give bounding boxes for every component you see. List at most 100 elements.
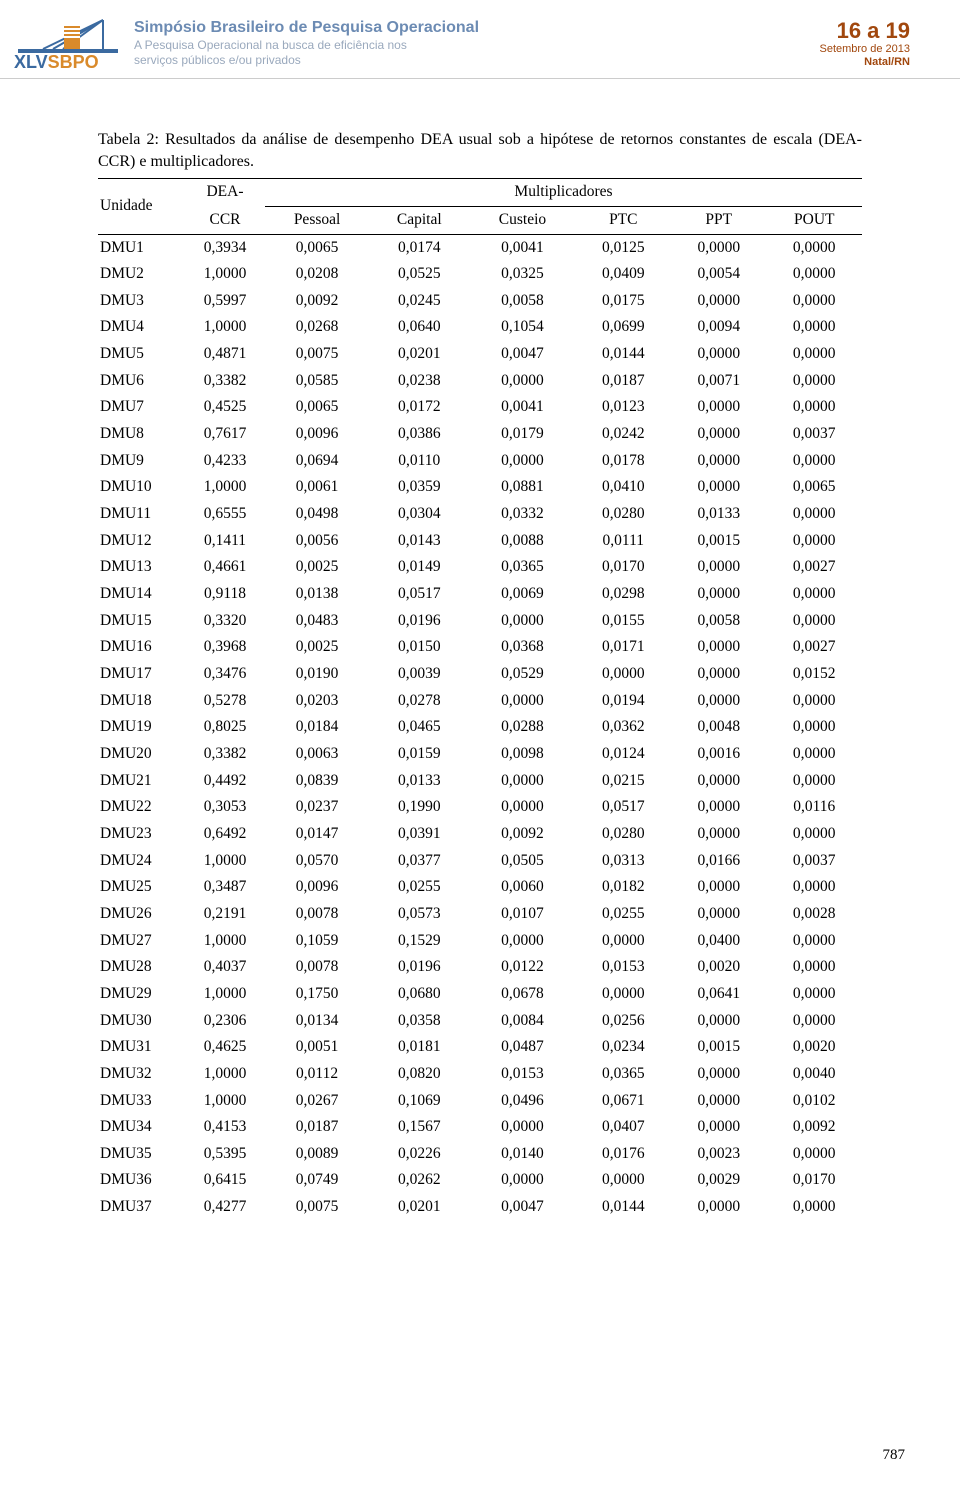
cell-mult: 0,0187 [576, 368, 671, 395]
cell-mult: 0,0358 [369, 1008, 469, 1035]
table-row: DMU321,00000,01120,08200,01530,03650,000… [98, 1061, 862, 1088]
cell-mult: 0,0152 [766, 661, 862, 688]
cell-dea: 0,4277 [185, 1194, 265, 1221]
cell-dea: 1,0000 [185, 314, 265, 341]
cell-mult: 0,0000 [766, 234, 862, 261]
cell-mult: 0,0016 [671, 741, 766, 768]
cell-mult: 0,0000 [576, 1167, 671, 1194]
cell-mult: 0,0000 [469, 794, 575, 821]
table-row: DMU230,64920,01470,03910,00920,02800,000… [98, 821, 862, 848]
cell-mult: 0,0133 [671, 501, 766, 528]
cell-mult: 0,0098 [469, 741, 575, 768]
cell-mult: 0,0000 [671, 581, 766, 608]
cell-dea: 0,6415 [185, 1167, 265, 1194]
cell-mult: 0,0000 [766, 714, 862, 741]
cell-mult: 0,0174 [369, 234, 469, 261]
cell-unit: DMU6 [98, 368, 185, 395]
cell-mult: 0,0065 [265, 234, 369, 261]
cell-mult: 0,1750 [265, 981, 369, 1008]
cell-mult: 0,0150 [369, 634, 469, 661]
col-header-unit: Unidade [98, 179, 185, 234]
conference-subtitle-1: A Pesquisa Operacional na busca de efici… [134, 38, 819, 53]
table-row: DMU190,80250,01840,04650,02880,03620,004… [98, 714, 862, 741]
cell-unit: DMU5 [98, 341, 185, 368]
cell-mult: 0,1054 [469, 314, 575, 341]
cell-mult: 0,0000 [671, 901, 766, 928]
cell-unit: DMU4 [98, 314, 185, 341]
conference-month: Setembro de 2013 [819, 43, 910, 56]
cell-dea: 0,3382 [185, 741, 265, 768]
cell-dea: 1,0000 [185, 474, 265, 501]
cell-mult: 0,0000 [671, 1194, 766, 1221]
cell-mult: 0,0187 [265, 1114, 369, 1141]
cell-mult: 0,0051 [265, 1034, 369, 1061]
cell-mult: 0,0084 [469, 1008, 575, 1035]
cell-unit: DMU36 [98, 1167, 185, 1194]
cell-unit: DMU16 [98, 634, 185, 661]
cell-mult: 0,0465 [369, 714, 469, 741]
cell-mult: 0,0749 [265, 1167, 369, 1194]
cell-dea: 1,0000 [185, 981, 265, 1008]
table-row: DMU140,91180,01380,05170,00690,02980,000… [98, 581, 862, 608]
cell-mult: 0,1990 [369, 794, 469, 821]
col-header-custeio: Custeio [469, 206, 575, 234]
table-row: DMU170,34760,01900,00390,05290,00000,000… [98, 661, 862, 688]
cell-mult: 0,0000 [766, 341, 862, 368]
table-caption: Tabela 2: Resultados da análise de desem… [98, 129, 862, 172]
cell-mult: 0,0096 [265, 874, 369, 901]
cell-mult: 0,0092 [469, 821, 575, 848]
cell-mult: 0,0063 [265, 741, 369, 768]
table-row: DMU340,41530,01870,15670,00000,04070,000… [98, 1114, 862, 1141]
cell-mult: 0,0365 [469, 554, 575, 581]
conference-date-block: 16 a 19 Setembro de 2013 Natal/RN [819, 18, 910, 69]
cell-unit: DMU37 [98, 1194, 185, 1221]
col-header-pout: POUT [766, 206, 862, 234]
table-row: DMU110,65550,04980,03040,03320,02800,013… [98, 501, 862, 528]
cell-mult: 0,0000 [469, 368, 575, 395]
table-row: DMU280,40370,00780,01960,01220,01530,002… [98, 954, 862, 981]
cell-mult: 0,1529 [369, 928, 469, 955]
cell-mult: 0,0075 [265, 341, 369, 368]
cell-mult: 0,0172 [369, 394, 469, 421]
cell-mult: 0,0000 [766, 608, 862, 635]
cell-mult: 0,0365 [576, 1061, 671, 1088]
cell-mult: 0,0000 [766, 288, 862, 315]
cell-mult: 0,0194 [576, 688, 671, 715]
conference-logo: XLVSBPO [8, 14, 126, 72]
cell-unit: DMU7 [98, 394, 185, 421]
cell-mult: 0,1059 [265, 928, 369, 955]
table-row: DMU101,00000,00610,03590,08810,04100,000… [98, 474, 862, 501]
cell-mult: 0,0407 [576, 1114, 671, 1141]
cell-mult: 0,0359 [369, 474, 469, 501]
cell-mult: 0,0386 [369, 421, 469, 448]
page-number: 787 [883, 1447, 906, 1464]
cell-mult: 0,0000 [576, 661, 671, 688]
cell-mult: 0,0143 [369, 528, 469, 555]
cell-mult: 0,0208 [265, 261, 369, 288]
cell-mult: 0,0069 [469, 581, 575, 608]
cell-dea: 0,6492 [185, 821, 265, 848]
cell-mult: 0,0237 [265, 794, 369, 821]
cell-mult: 0,0020 [766, 1034, 862, 1061]
cell-mult: 0,0190 [265, 661, 369, 688]
table-row: DMU220,30530,02370,19900,00000,05170,000… [98, 794, 862, 821]
cell-mult: 0,0640 [369, 314, 469, 341]
cell-mult: 0,0255 [369, 874, 469, 901]
table-row: DMU41,00000,02680,06400,10540,06990,0094… [98, 314, 862, 341]
cell-unit: DMU3 [98, 288, 185, 315]
cell-mult: 0,0182 [576, 874, 671, 901]
cell-unit: DMU17 [98, 661, 185, 688]
cell-mult: 0,0304 [369, 501, 469, 528]
cell-mult: 0,0025 [265, 554, 369, 581]
cell-mult: 0,0570 [265, 848, 369, 875]
cell-dea: 0,4661 [185, 554, 265, 581]
cell-mult: 0,0000 [766, 448, 862, 475]
cell-mult: 0,0000 [469, 1167, 575, 1194]
cell-mult: 0,0000 [671, 554, 766, 581]
cell-mult: 0,0028 [766, 901, 862, 928]
cell-dea: 1,0000 [185, 1061, 265, 1088]
cell-mult: 0,0000 [766, 261, 862, 288]
table-row: DMU80,76170,00960,03860,01790,02420,0000… [98, 421, 862, 448]
cell-mult: 0,0529 [469, 661, 575, 688]
col-header-dea-top: DEA- [185, 179, 265, 207]
